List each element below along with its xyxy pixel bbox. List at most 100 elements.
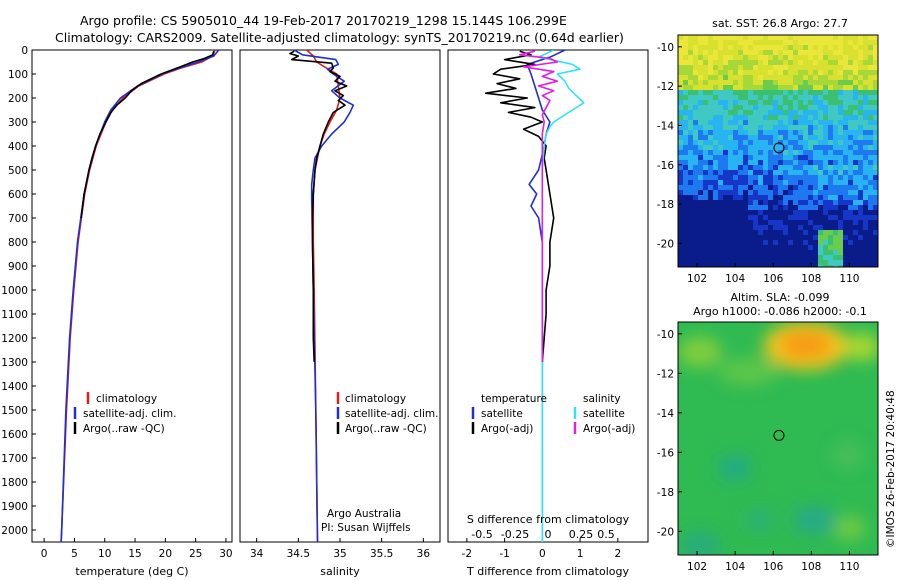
- sst-cell: [723, 80, 728, 85]
- sst-cell: [848, 85, 853, 90]
- sst-cell: [838, 240, 843, 245]
- sst-cell: [763, 65, 768, 70]
- sst-cell: [688, 125, 693, 130]
- sst-cell: [818, 260, 823, 265]
- depth-tick-label: 1300: [1, 357, 28, 369]
- sst-cell: [723, 190, 728, 195]
- sst-cell: [733, 85, 738, 90]
- sst-cell: [748, 165, 753, 170]
- sst-cell: [848, 255, 853, 260]
- sst-cell: [798, 185, 803, 190]
- sst-cell: [843, 205, 848, 210]
- sst-cell: [803, 125, 808, 130]
- sst-cell: [798, 170, 803, 175]
- sst-cell: [688, 255, 693, 260]
- sst-cell: [703, 200, 708, 205]
- sst-cell: [718, 80, 723, 85]
- sst-cell: [823, 80, 828, 85]
- sst-cell: [823, 150, 828, 155]
- s-tick-label: 0.5: [597, 528, 615, 541]
- sst-cell: [678, 145, 683, 150]
- sst-cell: [698, 125, 703, 130]
- sst-cell: [758, 260, 763, 265]
- sst-cell: [813, 65, 818, 70]
- sst-cell: [768, 185, 773, 190]
- sst-cell: [828, 135, 833, 140]
- sst-cell: [773, 130, 778, 135]
- sst-cell: [838, 205, 843, 210]
- sst-cell: [868, 225, 873, 230]
- sst-cell: [778, 265, 783, 267]
- sst-cell: [848, 110, 853, 115]
- sst-cell: [778, 100, 783, 105]
- sst-cell: [773, 235, 778, 240]
- sst-cell: [773, 265, 778, 267]
- sst-cell: [848, 45, 853, 50]
- sst-cell: [728, 230, 733, 235]
- sst-cell: [678, 120, 683, 125]
- sst-cell: [803, 225, 808, 230]
- sst-cell: [743, 175, 748, 180]
- sst-cell: [748, 65, 753, 70]
- sst-cell: [703, 120, 708, 125]
- sst-cell: [763, 105, 768, 110]
- sst-cell: [758, 100, 763, 105]
- lat-tick-label: -20: [657, 238, 674, 250]
- sst-cell: [683, 115, 688, 120]
- sst-cell: [798, 165, 803, 170]
- sst-cell: [823, 40, 828, 45]
- lat-tick-label: -16: [657, 160, 674, 172]
- sst-cell: [843, 65, 848, 70]
- sst-cell: [733, 195, 738, 200]
- sst-cell: [708, 240, 713, 245]
- sst-cell: [823, 210, 828, 215]
- sst-cell: [803, 185, 808, 190]
- salinity-x-axis: 34 34.5 35 35.5 36: [250, 538, 430, 560]
- sst-cell: [718, 150, 723, 155]
- sst-cell: [698, 140, 703, 145]
- sst-cell: [843, 220, 848, 225]
- sst-cell: [738, 65, 743, 70]
- sst-cell: [843, 110, 848, 115]
- sst-cell: [738, 170, 743, 175]
- sst-cell: [693, 175, 698, 180]
- sst-cell: [828, 120, 833, 125]
- sst-cell: [758, 230, 763, 235]
- sst-cell: [693, 55, 698, 60]
- sst-cell: [753, 160, 758, 165]
- sst-cell: [758, 190, 763, 195]
- sst-cell: [813, 245, 818, 250]
- sst-cell: [763, 250, 768, 255]
- sst-cell: [733, 210, 738, 215]
- sst-cell: [768, 80, 773, 85]
- sst-cell: [798, 155, 803, 160]
- sst-cell: [768, 135, 773, 140]
- sst-cell: [683, 55, 688, 60]
- sst-cell: [738, 115, 743, 120]
- sst-cell: [803, 80, 808, 85]
- sst-cell: [798, 260, 803, 265]
- sst-cell: [753, 155, 758, 160]
- sst-cell: [703, 100, 708, 105]
- sst-cell: [718, 40, 723, 45]
- sst-cell: [738, 125, 743, 130]
- sst-cell: [803, 135, 808, 140]
- lon-tick-label: 104: [725, 273, 745, 285]
- sst-cell: [803, 210, 808, 215]
- sst-cell: [713, 105, 718, 110]
- sst-cell: [733, 235, 738, 240]
- sst-cell: [758, 210, 763, 215]
- sst-cell: [873, 240, 878, 245]
- sst-cell: [863, 165, 868, 170]
- sst-cell: [713, 240, 718, 245]
- x-tick-label: 1: [577, 548, 584, 560]
- sst-cell: [783, 135, 788, 140]
- sst-cell: [733, 45, 738, 50]
- sst-cell: [873, 235, 878, 240]
- sst-cell: [783, 100, 788, 105]
- sst-cell: [823, 115, 828, 120]
- sst-cell: [773, 175, 778, 180]
- sst-cell: [778, 155, 783, 160]
- sst-cell: [693, 95, 698, 100]
- sla-map-title-1: Altim. SLA: -0.099: [730, 291, 829, 304]
